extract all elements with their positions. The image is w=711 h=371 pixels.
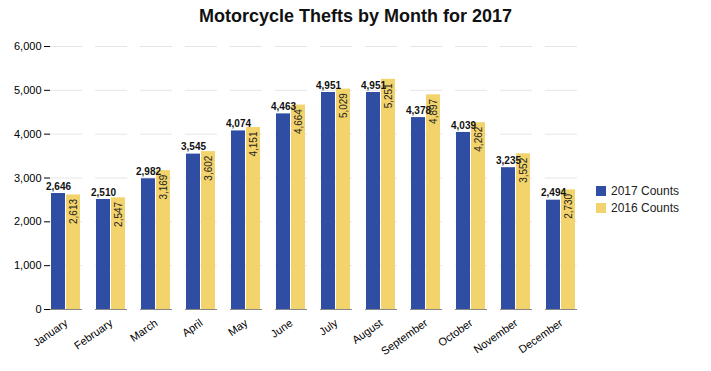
svg-text:4,951: 4,951 xyxy=(361,79,386,91)
svg-text:2,000: 2,000 xyxy=(14,215,42,227)
svg-text:3,169: 3,169 xyxy=(158,174,169,199)
svg-text:2,613: 2,613 xyxy=(68,199,79,224)
svg-text:3,235: 3,235 xyxy=(496,154,521,166)
svg-text:June: June xyxy=(268,316,294,340)
svg-text:4,262: 4,262 xyxy=(473,126,484,151)
svg-text:6,000: 6,000 xyxy=(14,40,42,52)
svg-text:2,982: 2,982 xyxy=(136,166,161,177)
svg-text:4,000: 4,000 xyxy=(14,128,42,140)
svg-text:4,897: 4,897 xyxy=(428,98,439,123)
svg-text:December: December xyxy=(516,316,565,355)
svg-text:3,545: 3,545 xyxy=(181,141,206,152)
html-text:Motorcycle Thefts by Month for: Motorcycle Thefts by Month for 2017 xyxy=(199,6,512,26)
svg-text:July: July xyxy=(317,316,340,337)
svg-text:4,664: 4,664 xyxy=(293,109,304,134)
svg-text:1,000: 1,000 xyxy=(14,259,42,271)
svg-text:2,510: 2,510 xyxy=(91,187,116,198)
svg-text:May: May xyxy=(226,316,250,338)
html-text:2016 Counts: 2016 Counts xyxy=(611,201,680,215)
svg-text:February: February xyxy=(72,316,115,351)
svg-text:2,547: 2,547 xyxy=(113,201,124,226)
svg-text:4,951: 4,951 xyxy=(316,80,341,91)
svg-text:March: March xyxy=(128,316,160,343)
svg-text:3,552: 3,552 xyxy=(518,157,529,182)
svg-text:5,029: 5,029 xyxy=(338,93,349,118)
svg-text:September: September xyxy=(379,316,430,357)
svg-text:4,463: 4,463 xyxy=(271,101,296,113)
svg-text:January: January xyxy=(31,316,70,349)
svg-text:4,074: 4,074 xyxy=(226,118,251,129)
svg-text:3,602: 3,602 xyxy=(203,155,214,180)
svg-text:April: April xyxy=(180,316,205,338)
svg-text:2,730: 2,730 xyxy=(563,193,574,218)
svg-text:October: October xyxy=(436,316,475,348)
svg-text:4,378: 4,378 xyxy=(406,104,431,116)
svg-text:4,151: 4,151 xyxy=(248,131,259,156)
svg-text:2,646: 2,646 xyxy=(46,181,71,192)
svg-text:4,039: 4,039 xyxy=(451,119,476,131)
svg-text:5,000: 5,000 xyxy=(14,84,42,96)
svg-text:5,251: 5,251 xyxy=(383,83,394,108)
svg-text:3,000: 3,000 xyxy=(14,172,42,184)
html-text:2017 Counts: 2017 Counts xyxy=(611,184,680,198)
svg-text:November: November xyxy=(471,316,520,355)
svg-text:0: 0 xyxy=(35,303,41,315)
svg-text:August: August xyxy=(350,316,385,345)
svg-text:2,494: 2,494 xyxy=(541,187,566,199)
